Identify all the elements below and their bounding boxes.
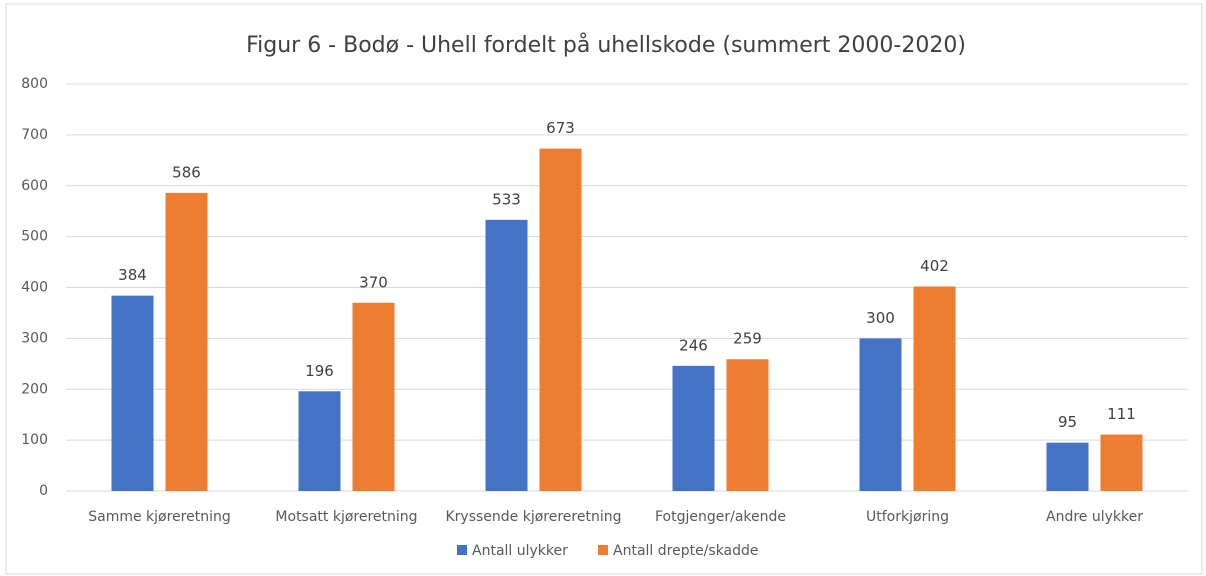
bar <box>726 359 769 491</box>
y-tick-label: 700 <box>21 127 48 143</box>
data-label: 111 <box>1107 405 1136 423</box>
data-label: 673 <box>546 119 575 137</box>
chart-title: Figur 6 - Bodø - Uhell fordelt på uhells… <box>246 32 966 58</box>
x-tick-label: Utforkjøring <box>866 509 949 525</box>
y-tick-label: 500 <box>21 229 48 245</box>
bar <box>165 192 208 491</box>
y-tick-label: 0 <box>39 483 48 499</box>
data-label: 246 <box>679 336 708 354</box>
data-label: 259 <box>733 330 762 348</box>
y-tick-label: 100 <box>21 432 48 448</box>
y-tick-label: 300 <box>21 330 48 346</box>
x-tick-label: Motsatt kjøreretning <box>275 509 417 525</box>
data-label: 95 <box>1058 413 1077 431</box>
bar <box>672 365 715 491</box>
data-label: 300 <box>866 309 895 327</box>
x-tick-label: Fotgjenger/akende <box>655 509 786 525</box>
bar <box>539 148 582 491</box>
bar <box>298 391 341 491</box>
x-tick-label: Kryssende kjørereretning <box>445 509 621 525</box>
bar <box>913 286 956 491</box>
y-tick-label: 400 <box>21 280 48 296</box>
x-tick-label: Andre ulykker <box>1046 509 1143 525</box>
data-label: 586 <box>172 163 201 181</box>
legend-label: Antall ulykker <box>472 543 568 559</box>
data-label: 384 <box>118 266 147 284</box>
legend-swatch <box>457 545 467 555</box>
y-tick-label: 600 <box>21 178 48 194</box>
data-label: 196 <box>305 362 334 380</box>
legend-label: Antall drepte/skadde <box>613 543 759 559</box>
data-label: 533 <box>492 190 521 208</box>
bar <box>859 338 902 491</box>
bar <box>1100 434 1143 491</box>
y-tick-label: 200 <box>21 381 48 397</box>
x-tick-label: Samme kjøreretning <box>88 509 231 525</box>
bar <box>1046 442 1089 491</box>
data-label: 402 <box>920 257 949 275</box>
data-label: 370 <box>359 273 388 291</box>
y-tick-label: 800 <box>21 76 48 92</box>
bar <box>352 302 395 491</box>
bar <box>111 295 154 491</box>
bar <box>485 219 528 491</box>
legend-swatch <box>598 545 608 555</box>
